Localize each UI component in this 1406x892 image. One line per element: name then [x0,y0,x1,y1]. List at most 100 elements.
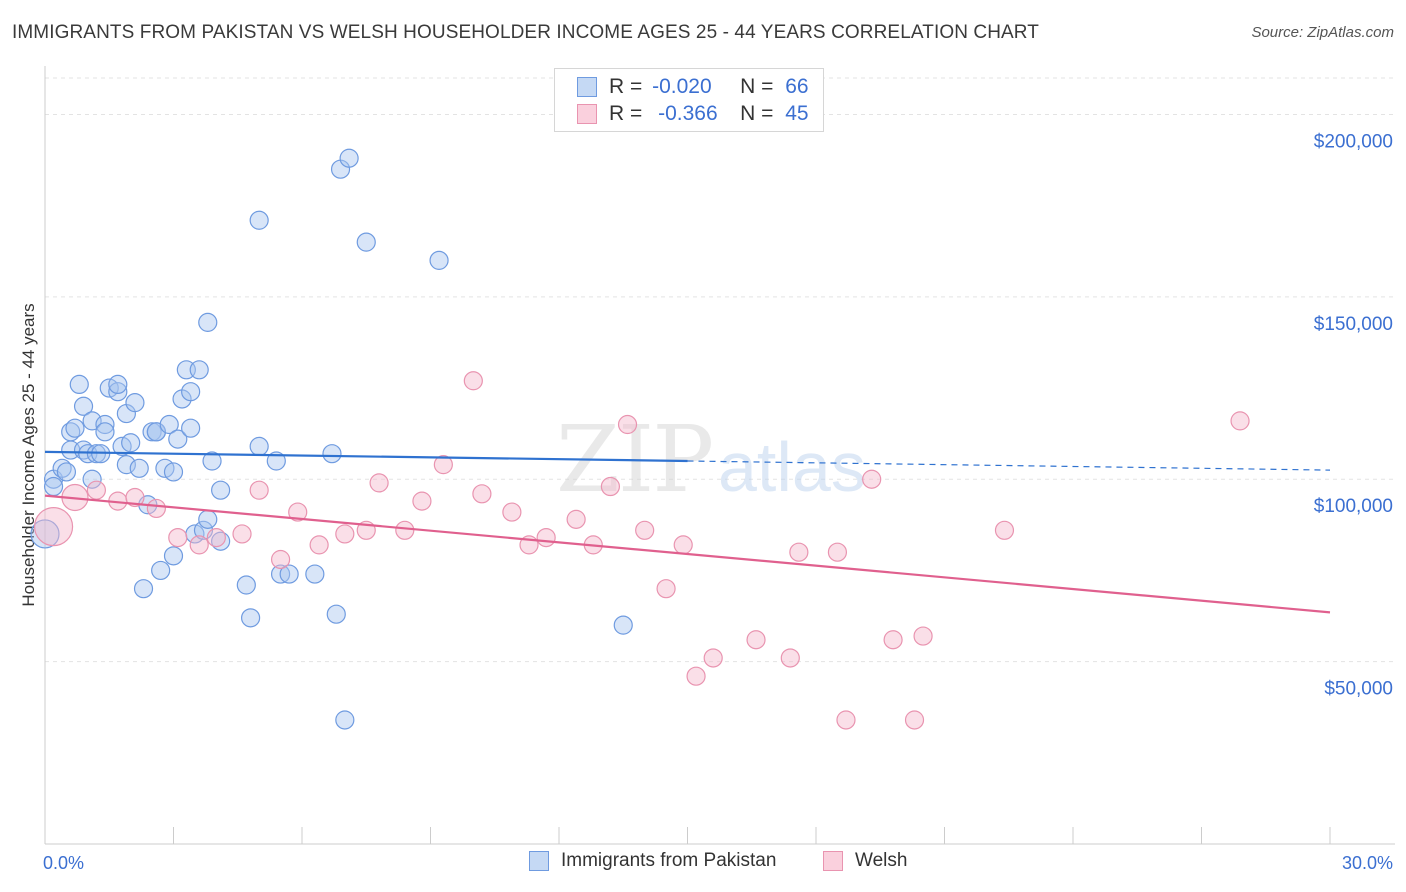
y-tick-label: $50,000 [1324,679,1393,700]
data-point-welsh [827,542,848,562]
data-point-welsh [703,648,723,668]
data-point-welsh [994,520,1015,540]
y-tick-labels: $50,000 $100,000 $150,000 $200,000 [1314,131,1393,699]
data-point-welsh [502,502,522,522]
legend-n-label: N = [740,102,774,125]
data-point-welsh [1230,411,1250,431]
data-point-welsh [206,527,226,548]
legend-r-label: R = [609,75,643,98]
trend-lines [44,450,1331,614]
data-point-welsh [369,473,389,493]
data-point-welsh [472,484,492,504]
grid-lines [45,77,1395,663]
data-point-pakistan [266,451,286,471]
legend-n-value: 66 [785,75,809,98]
data-point-welsh [780,648,800,668]
data-point-welsh [463,371,483,391]
data-point-welsh [168,527,188,548]
data-point-pakistan [65,418,85,438]
legend-swatch-pakistan [577,77,597,97]
data-point-welsh [566,509,586,529]
data-point-pakistan [198,312,218,332]
data-point-pakistan [159,414,179,435]
data-point-pakistan [108,374,128,394]
data-point-pakistan [198,509,218,529]
data-point-welsh [789,542,809,562]
trend-line-pakistan-extension [687,460,1331,471]
data-point-pakistan [121,433,141,453]
legend-n-label: N = [740,75,774,98]
data-point-pakistan [142,422,162,442]
data-point-welsh [335,524,355,544]
data-point-pakistan [43,476,64,497]
source-credit: Source: ZipAtlas.com [1251,24,1394,41]
trend-line-pakistan [44,450,688,463]
data-point-pakistan [249,210,269,230]
data-point-pakistan [108,382,128,402]
data-point-welsh [904,710,925,730]
data-point-pakistan [236,575,256,595]
legend-swatch-pakistan [529,851,549,871]
data-point-welsh [673,535,693,555]
legend-swatch-welsh [823,851,843,871]
data-point-pakistan [356,232,376,252]
legend-item-pakistan[interactable]: Immigrants from Pakistan [529,850,776,872]
data-point-pakistan [279,564,299,584]
data-point-welsh [189,535,209,555]
legend-row-pakistan: R = -0.020 N = 66 [577,74,809,100]
data-point-welsh [617,414,638,435]
data-point-pakistan [163,462,184,482]
legend-row-welsh: R = -0.366 N = 45 [577,101,809,127]
data-point-pakistan [95,414,115,435]
data-point-pakistan [151,560,171,581]
legend-swatch-welsh [577,104,597,124]
data-point-welsh [883,630,903,650]
data-point-welsh [746,630,766,650]
legend-r-value: -0.366 [658,102,718,125]
data-point-welsh [686,666,706,686]
data-point-welsh [395,520,415,540]
data-point-pakistan [163,546,184,566]
data-point-pakistan [613,615,633,635]
y-tick-label: $200,000 [1314,131,1393,152]
x-tick-label: 0.0% [43,853,84,873]
data-point-pakistan [241,608,261,628]
data-point-welsh [433,455,453,475]
data-point-pakistan [181,382,201,402]
legend-r-value: -0.020 [652,75,712,98]
data-point-welsh [270,549,291,570]
y-axis-label: Householder Income Ages 25 - 44 years [19,303,38,606]
x-tick-label: 30.0% [1342,853,1393,873]
data-point-welsh [836,710,856,730]
data-point-pakistan [189,360,209,380]
data-point-pakistan [133,579,154,599]
data-point-pakistan [202,451,222,471]
data-point-welsh [309,535,329,555]
data-point-pakistan [30,519,60,549]
data-point-welsh [635,520,655,540]
series-legend: Immigrants from Pakistan Welsh [0,850,1406,880]
data-point-pakistan [129,458,149,478]
data-point-welsh [146,498,166,519]
data-point-welsh [33,507,74,547]
axes [44,66,1395,845]
data-point-pakistan [82,411,102,431]
data-point-pakistan [249,436,269,457]
data-point-welsh [412,491,432,511]
data-point-welsh [86,480,107,500]
data-point-pakistan [322,444,342,464]
data-point-welsh [249,480,269,500]
trend-line-welsh [44,494,1331,614]
data-point-pakistan [326,604,346,624]
legend-label-pakistan: Immigrants from Pakistan [561,850,777,871]
data-point-welsh [656,579,676,599]
series-pakistan-points [30,148,633,730]
chart-title: IMMIGRANTS FROM PAKISTAN VS WELSH HOUSEH… [12,22,1039,43]
legend-item-welsh[interactable]: Welsh [823,850,907,872]
legend-r-label: R = [609,102,643,125]
legend-n-value: 45 [785,102,809,125]
data-point-pakistan [56,462,77,482]
data-point-pakistan [125,393,145,413]
data-point-welsh [536,527,556,548]
